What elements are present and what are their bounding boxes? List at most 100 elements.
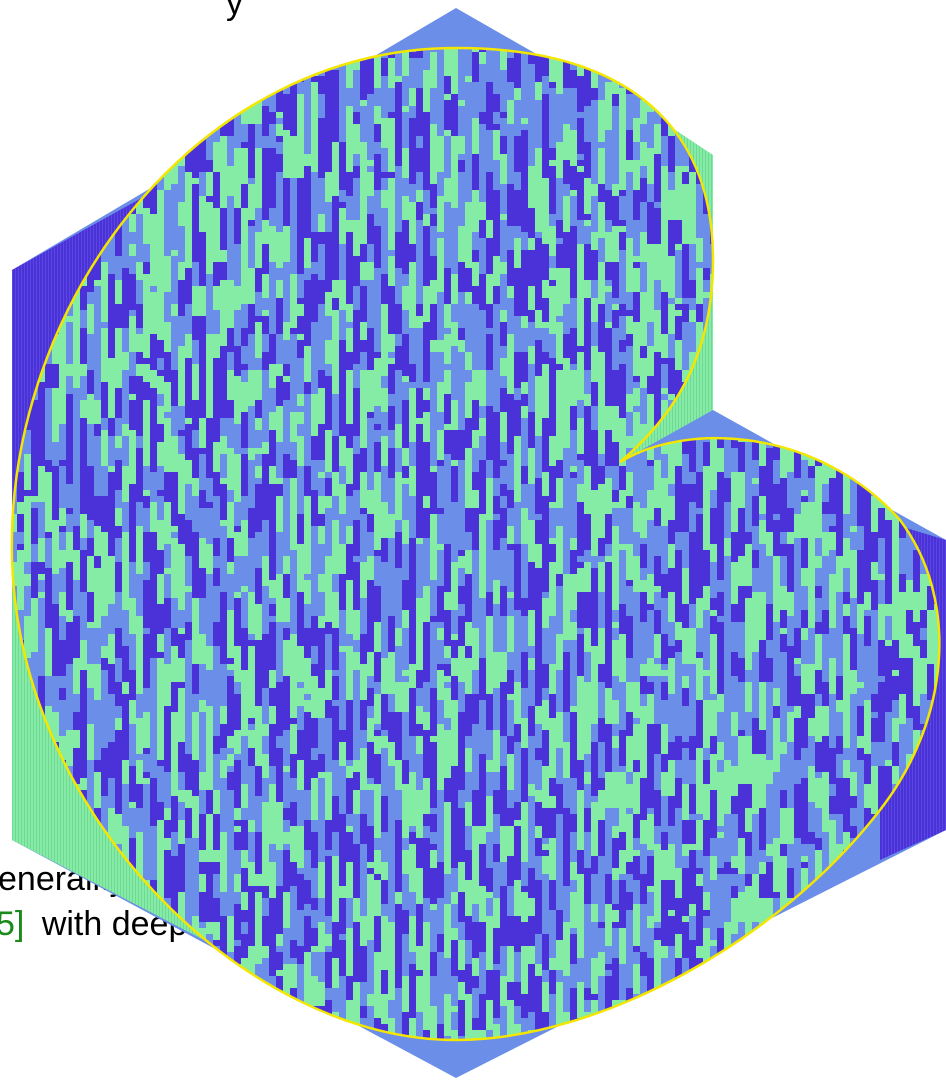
tile xyxy=(297,154,304,178)
tile xyxy=(507,226,514,250)
tile xyxy=(283,796,290,808)
tile xyxy=(675,220,682,244)
tile xyxy=(304,466,311,496)
tile xyxy=(122,814,129,826)
tile xyxy=(367,94,374,124)
tile xyxy=(276,952,283,970)
tile xyxy=(31,964,38,976)
tile xyxy=(570,100,577,106)
tile xyxy=(248,1012,255,1036)
tile xyxy=(353,562,360,592)
tile xyxy=(703,532,710,550)
tile xyxy=(339,88,346,112)
tile xyxy=(269,1030,276,1036)
tile xyxy=(458,862,465,892)
tile xyxy=(136,334,143,352)
tile xyxy=(129,40,136,46)
tile xyxy=(633,850,640,856)
tile xyxy=(542,664,549,688)
tile xyxy=(255,640,262,670)
tile xyxy=(423,322,430,358)
tile xyxy=(311,748,318,760)
tile xyxy=(101,946,108,982)
tile xyxy=(486,868,493,892)
tile xyxy=(255,988,262,1006)
tile xyxy=(136,526,143,538)
tile xyxy=(353,40,360,70)
tile xyxy=(563,400,570,430)
tile xyxy=(255,148,262,172)
tile xyxy=(402,682,409,712)
tile xyxy=(465,106,472,136)
tile xyxy=(227,1024,234,1054)
tile xyxy=(136,586,143,616)
tile xyxy=(206,46,213,82)
tile xyxy=(465,736,472,748)
tile xyxy=(647,604,654,610)
tile xyxy=(591,298,598,322)
tile xyxy=(269,604,276,616)
tile xyxy=(591,826,598,856)
tile xyxy=(451,748,458,766)
tile xyxy=(500,112,507,118)
tile xyxy=(213,814,220,832)
tile xyxy=(493,478,500,484)
tile xyxy=(689,904,696,910)
tile xyxy=(80,904,87,910)
tile xyxy=(668,1030,675,1054)
tile xyxy=(395,130,402,166)
tile xyxy=(430,844,437,850)
tile xyxy=(374,850,381,874)
tile xyxy=(262,454,269,490)
tile xyxy=(31,544,38,562)
tile xyxy=(437,670,444,676)
tile xyxy=(640,124,647,142)
tile xyxy=(556,82,563,94)
tile xyxy=(535,256,542,280)
tile xyxy=(682,172,689,184)
tile xyxy=(549,112,556,148)
tile xyxy=(430,580,437,616)
tile xyxy=(290,718,297,724)
tile xyxy=(402,610,409,628)
tile xyxy=(626,172,633,202)
tile xyxy=(108,466,115,472)
tile xyxy=(570,496,577,508)
tile xyxy=(423,274,430,286)
tile xyxy=(318,178,325,214)
tile xyxy=(535,688,542,706)
tile xyxy=(388,856,395,886)
tile xyxy=(689,928,696,940)
tile xyxy=(227,964,234,994)
tile xyxy=(262,868,269,886)
tile xyxy=(423,778,430,814)
tile xyxy=(675,652,682,682)
tile xyxy=(143,820,150,856)
tile xyxy=(395,112,402,130)
tile xyxy=(472,556,479,586)
tile xyxy=(528,784,535,796)
tile xyxy=(437,100,444,136)
tile xyxy=(556,634,563,658)
tile xyxy=(283,454,290,478)
tile xyxy=(248,538,255,568)
tile xyxy=(150,964,157,982)
tile xyxy=(262,40,269,64)
tile xyxy=(584,514,591,526)
tile xyxy=(332,676,339,700)
tile xyxy=(570,964,577,988)
tile xyxy=(157,688,164,718)
tile xyxy=(493,82,500,94)
tile xyxy=(150,214,157,250)
tile xyxy=(647,184,654,202)
tile xyxy=(304,952,311,982)
tile xyxy=(654,202,661,208)
tile xyxy=(38,382,45,418)
tile xyxy=(654,586,661,592)
tile xyxy=(297,682,304,688)
tile xyxy=(297,328,304,334)
tile xyxy=(157,718,164,748)
tile xyxy=(591,184,598,196)
tile xyxy=(129,256,136,274)
tile xyxy=(591,526,598,556)
